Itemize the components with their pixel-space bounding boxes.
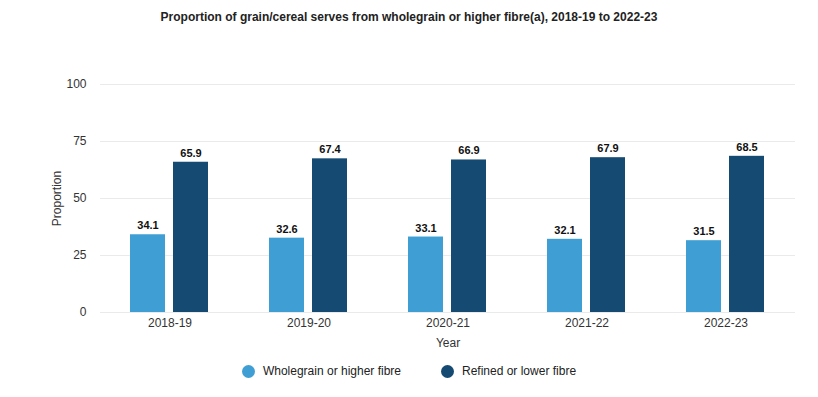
svg-text:67.4: 67.4 bbox=[319, 143, 341, 155]
svg-text:Proportion: Proportion bbox=[50, 171, 64, 226]
svg-text:34.1: 34.1 bbox=[137, 219, 158, 231]
svg-text:25: 25 bbox=[73, 248, 87, 262]
svg-text:2019-20: 2019-20 bbox=[287, 316, 331, 330]
svg-text:67.9: 67.9 bbox=[597, 142, 618, 154]
svg-text:0: 0 bbox=[80, 305, 87, 319]
html-text:Wholegrain or higher fibre: Wholegrain or higher fibre bbox=[262, 364, 401, 378]
svg-text:75: 75 bbox=[73, 134, 87, 148]
svg-text:100: 100 bbox=[66, 77, 86, 91]
svg-text:2021-22: 2021-22 bbox=[565, 316, 609, 330]
svg-text:65.9: 65.9 bbox=[180, 147, 201, 159]
svg-text:33.1: 33.1 bbox=[415, 222, 436, 234]
svg-text:32.6: 32.6 bbox=[276, 223, 297, 235]
svg-text:50: 50 bbox=[73, 191, 87, 205]
svg-text:68.5: 68.5 bbox=[736, 141, 757, 153]
html-text:Proportion of grain/cereal ser: Proportion of grain/cereal serves from w… bbox=[160, 10, 658, 24]
svg-text:2018-19: 2018-19 bbox=[148, 316, 192, 330]
html-text:Refined or lower fibre: Refined or lower fibre bbox=[462, 364, 577, 378]
svg-text:31.5: 31.5 bbox=[693, 225, 714, 237]
svg-text:Year: Year bbox=[436, 336, 460, 350]
svg-text:66.9: 66.9 bbox=[458, 144, 479, 156]
svg-text:2022-23: 2022-23 bbox=[704, 316, 748, 330]
svg-text:2020-21: 2020-21 bbox=[426, 316, 470, 330]
svg-text:32.1: 32.1 bbox=[554, 224, 575, 236]
